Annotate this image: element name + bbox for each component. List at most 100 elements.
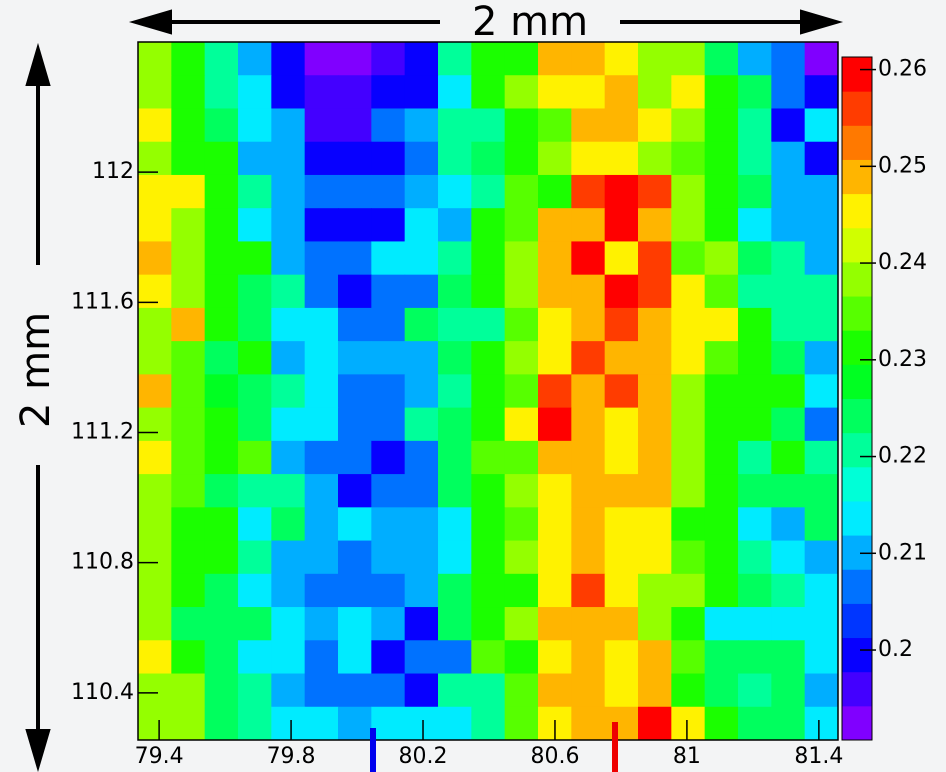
heat-cell bbox=[171, 108, 206, 143]
heat-cell bbox=[771, 607, 806, 641]
heat-cell bbox=[471, 241, 506, 276]
heat-cell bbox=[138, 208, 172, 242]
heat-cell bbox=[804, 75, 839, 109]
heat-cell bbox=[504, 42, 539, 76]
heat-cell bbox=[504, 607, 539, 641]
heat-cell bbox=[438, 307, 472, 342]
heat-cell bbox=[171, 573, 206, 608]
heat-cell bbox=[404, 208, 439, 242]
heat-cell bbox=[638, 706, 672, 741]
heat-cell bbox=[371, 640, 406, 675]
heat-cell bbox=[271, 75, 306, 109]
heat-cell bbox=[604, 607, 639, 641]
heat-cell bbox=[638, 141, 672, 176]
heat-cell bbox=[538, 108, 572, 143]
heat-cell bbox=[304, 573, 339, 608]
heat-cell bbox=[471, 174, 506, 209]
arrow-head bbox=[128, 9, 172, 35]
heat-cell bbox=[604, 241, 639, 276]
heat-cell bbox=[438, 241, 472, 276]
heat-cell bbox=[738, 208, 772, 242]
heat-cell bbox=[804, 440, 839, 475]
arrow-head bbox=[25, 42, 51, 86]
heat-cell bbox=[271, 540, 306, 575]
heat-cell bbox=[571, 607, 606, 641]
colorbar-step bbox=[842, 466, 872, 502]
arrow-head bbox=[25, 729, 51, 772]
heat-cell bbox=[204, 640, 239, 675]
heat-cell bbox=[204, 607, 239, 641]
heat-cell bbox=[571, 208, 606, 242]
heat-cell bbox=[771, 374, 806, 409]
heat-cell bbox=[404, 573, 439, 608]
heat-cell bbox=[338, 75, 372, 109]
heat-cell bbox=[438, 407, 472, 442]
heat-cell bbox=[138, 274, 172, 309]
heat-cell bbox=[438, 374, 472, 409]
heat-cell bbox=[304, 440, 339, 475]
heat-cell bbox=[204, 307, 239, 342]
heat-cell bbox=[804, 374, 839, 409]
colorbar-step bbox=[842, 193, 872, 229]
heat-cell bbox=[471, 507, 506, 542]
heat-cell bbox=[538, 75, 572, 109]
heat-cell bbox=[371, 108, 406, 143]
heat-cell bbox=[404, 307, 439, 342]
heat-cell bbox=[138, 540, 172, 575]
heat-cell bbox=[504, 374, 539, 409]
heat-cell bbox=[338, 141, 372, 176]
heat-cell bbox=[604, 474, 639, 508]
heat-cell bbox=[571, 573, 606, 608]
heat-cell bbox=[804, 607, 839, 641]
heat-cell bbox=[171, 42, 206, 76]
heat-cell bbox=[304, 607, 339, 641]
heat-cell bbox=[238, 474, 272, 508]
heat-cell bbox=[338, 42, 372, 76]
heat-cell bbox=[571, 75, 606, 109]
heat-cell bbox=[338, 640, 372, 675]
heat-cell bbox=[138, 108, 172, 143]
heat-cell bbox=[604, 42, 639, 76]
heat-cell bbox=[738, 440, 772, 475]
heat-cell bbox=[338, 507, 372, 542]
heat-cell bbox=[604, 341, 639, 375]
heat-cell bbox=[671, 440, 706, 475]
heat-cell bbox=[404, 407, 439, 442]
heat-cell bbox=[471, 407, 506, 442]
heat-cell bbox=[671, 241, 706, 276]
heat-cell bbox=[771, 174, 806, 209]
heat-cell bbox=[238, 75, 272, 109]
heat-cell bbox=[171, 706, 206, 741]
heat-cell bbox=[771, 407, 806, 442]
heat-cell bbox=[404, 75, 439, 109]
heat-cell bbox=[771, 640, 806, 675]
heat-cell bbox=[438, 673, 472, 708]
heat-cell bbox=[638, 42, 672, 76]
heat-cell bbox=[804, 42, 839, 76]
heat-cell bbox=[304, 474, 339, 508]
heat-cell bbox=[204, 474, 239, 508]
annotation: 2 mm bbox=[13, 312, 59, 428]
heat-cell bbox=[738, 607, 772, 641]
heat-cell bbox=[671, 407, 706, 442]
heat-cell bbox=[304, 307, 339, 342]
heat-cell bbox=[271, 474, 306, 508]
heat-cell bbox=[171, 474, 206, 508]
heat-cell bbox=[338, 108, 372, 143]
heat-cell bbox=[338, 208, 372, 242]
heat-cell bbox=[738, 706, 772, 741]
heat-cell bbox=[571, 108, 606, 143]
heat-cell bbox=[438, 507, 472, 542]
heat-cell bbox=[371, 241, 406, 276]
heat-cell bbox=[304, 208, 339, 242]
x-tick-label: 79.8 bbox=[267, 744, 316, 769]
heat-cell bbox=[171, 673, 206, 708]
heat-cell bbox=[604, 540, 639, 575]
heat-cell bbox=[204, 407, 239, 442]
heat-cell bbox=[538, 141, 572, 176]
heat-cell bbox=[504, 673, 539, 708]
colorbar-step bbox=[842, 671, 872, 707]
heat-cell bbox=[604, 208, 639, 242]
colorbar-tick-label: 0.26 bbox=[878, 57, 927, 82]
heat-cell bbox=[538, 640, 572, 675]
